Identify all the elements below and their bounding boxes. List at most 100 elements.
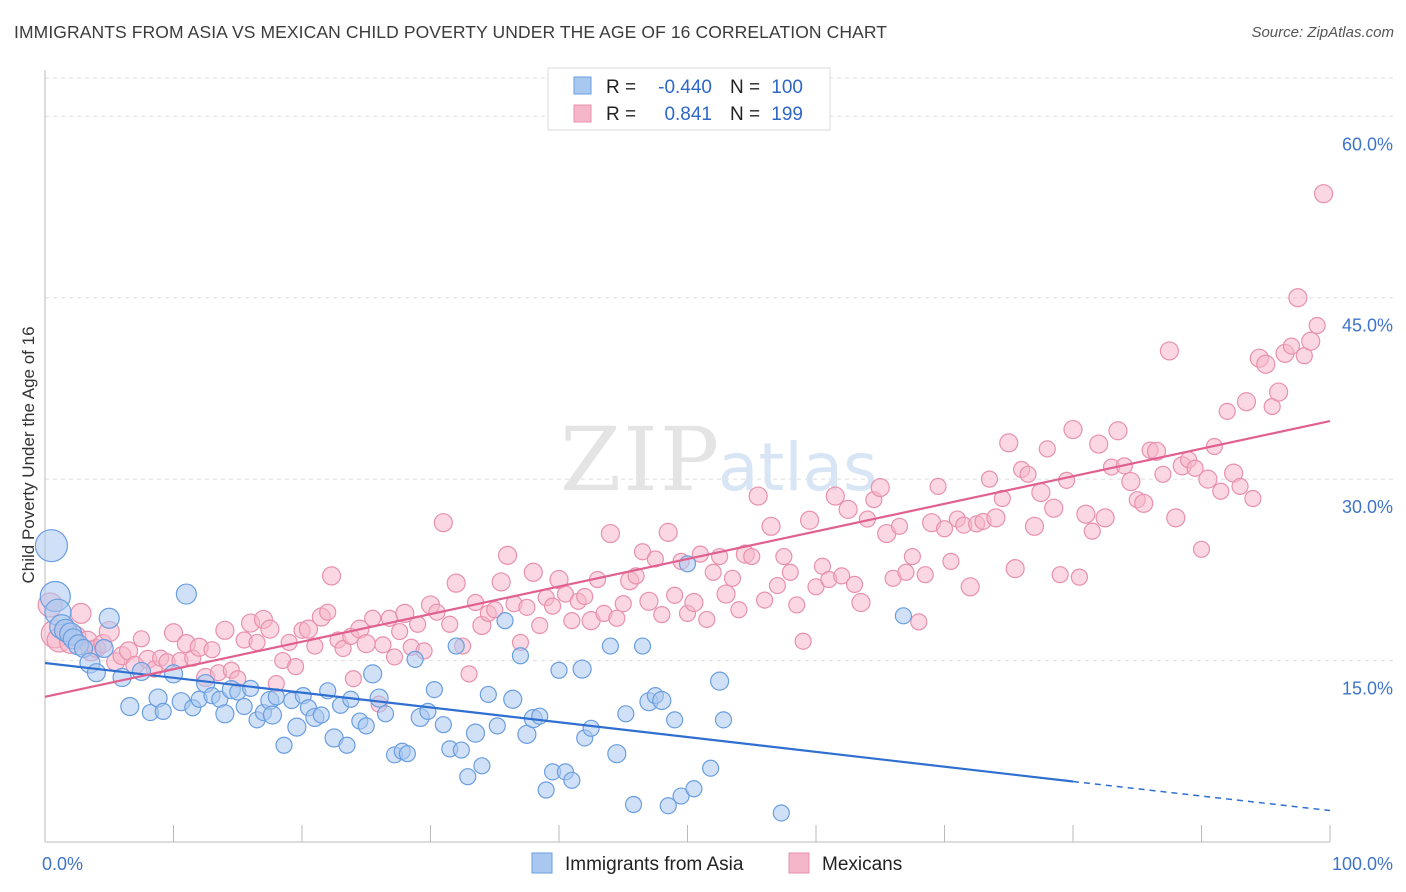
point-asia-76 [537, 781, 555, 799]
point-mexicans-157 [1024, 516, 1045, 536]
point-mexicans-122 [799, 510, 820, 530]
point-asia-18 [154, 702, 172, 720]
point-mexicans-110 [723, 569, 742, 587]
point-asia-98 [710, 671, 730, 691]
point-asia-94 [672, 787, 690, 805]
point-mexicans-154 [1005, 559, 1025, 579]
point-asia-12 [98, 607, 120, 629]
point-mexicans-126 [825, 486, 845, 506]
point-mexicans-139 [910, 613, 928, 631]
point-asia-66 [465, 723, 486, 743]
point-mexicans-119 [781, 563, 799, 581]
trend-lines [44, 420, 1331, 812]
point-mexicans-66 [441, 615, 459, 633]
point-mexicans-143 [935, 520, 954, 538]
point-mexicans-170 [1108, 421, 1128, 441]
point-mexicans-186 [1212, 482, 1230, 500]
x-tick-label-1: 100.0% [1332, 854, 1393, 874]
point-mexicans-165 [1076, 504, 1096, 524]
point-mexicans-183 [1192, 540, 1211, 558]
point-mexicans-67 [446, 573, 466, 593]
axes [44, 70, 1331, 843]
point-mexicans-147 [960, 577, 980, 597]
watermark-atlas: atlas [718, 429, 878, 506]
point-asia-75 [531, 707, 549, 725]
point-mexicans-117 [768, 576, 787, 595]
point-mexicans-189 [1231, 477, 1249, 495]
point-asia-87 [624, 795, 643, 814]
point-mexicans-99 [653, 606, 671, 624]
legend-n-value-asia: 100 [771, 77, 803, 98]
point-mexicans-177 [1154, 465, 1172, 483]
point-asia-64 [452, 741, 470, 759]
bottom-legend-swatch-asia [531, 852, 553, 874]
point-mexicans-85 [563, 612, 581, 630]
point-mexicans-80 [531, 616, 549, 635]
series-legend: Immigrants from Asia Mexicans [531, 852, 902, 875]
point-asia-35 [262, 705, 283, 725]
legend-n-label-asia: N = [730, 77, 760, 98]
point-mexicans-201 [1308, 316, 1326, 335]
point-asia-39 [287, 717, 307, 737]
point-asia-53 [376, 705, 395, 723]
point-asia-51 [363, 664, 383, 684]
point-asia-30 [235, 697, 253, 716]
point-mexicans-87 [576, 587, 594, 606]
point-asia-63 [447, 637, 465, 655]
point-mexicans-153 [999, 433, 1019, 453]
point-asia-80 [563, 771, 581, 789]
point-mexicans-151 [986, 508, 1006, 528]
point-asia-81 [572, 659, 592, 679]
point-mexicans-187 [1218, 402, 1236, 421]
point-mexicans-158 [1031, 482, 1051, 503]
point-mexicans-163 [1063, 419, 1083, 440]
point-mexicans-144 [942, 552, 960, 570]
point-asia-86 [617, 705, 635, 723]
point-mexicans-29 [215, 620, 235, 640]
point-mexicans-45 [319, 603, 337, 621]
point-mexicans-46 [321, 566, 342, 586]
point-mexicans-133 [870, 478, 890, 498]
point-mexicans-93 [614, 595, 632, 613]
point-asia-65 [459, 768, 477, 786]
bottom-legend-label-mexicans: Mexicans [822, 854, 902, 875]
point-mexicans-164 [1070, 568, 1089, 586]
point-mexicans-160 [1044, 498, 1064, 518]
point-asia-14 [120, 696, 140, 717]
series-0-points [34, 529, 912, 822]
point-asia-101 [894, 607, 912, 625]
legend-swatch-asia [573, 76, 592, 95]
tick-labels: 15.0% 30.0% 45.0% 60.0% 0.0% 100.0% [42, 134, 1393, 874]
point-asia-11 [94, 638, 114, 659]
point-mexicans-198 [1288, 288, 1308, 308]
point-mexicans-96 [633, 543, 652, 561]
point-mexicans-42 [298, 619, 319, 639]
point-mexicans-57 [385, 648, 404, 666]
point-mexicans-123 [807, 578, 825, 596]
y-tick-label-3: 60.0% [1342, 134, 1393, 154]
y-tick-label-2: 45.0% [1342, 316, 1393, 336]
point-mexicans-21 [163, 623, 184, 643]
point-asia-0 [34, 529, 69, 563]
point-mexicans-52 [356, 634, 376, 654]
point-mexicans-118 [775, 547, 793, 566]
point-mexicans-55 [374, 636, 392, 654]
point-asia-85 [607, 744, 627, 764]
point-mexicans-202 [1313, 184, 1334, 204]
trend-line-mexicans [44, 420, 1331, 698]
point-mexicans-79 [523, 562, 543, 582]
point-mexicans-161 [1051, 566, 1069, 584]
point-mexicans-114 [748, 486, 768, 506]
point-mexicans-36 [260, 619, 280, 639]
point-mexicans-116 [761, 516, 781, 536]
point-asia-84 [601, 637, 620, 655]
point-mexicans-193 [1256, 354, 1276, 374]
point-mexicans-127 [833, 567, 851, 585]
point-mexicans-140 [916, 566, 934, 584]
point-asia-21 [175, 583, 197, 605]
point-mexicans-100 [658, 522, 678, 542]
point-mexicans-97 [639, 591, 659, 611]
point-asia-43 [312, 706, 330, 724]
point-mexicans-150 [980, 470, 999, 488]
point-asia-96 [685, 780, 703, 798]
